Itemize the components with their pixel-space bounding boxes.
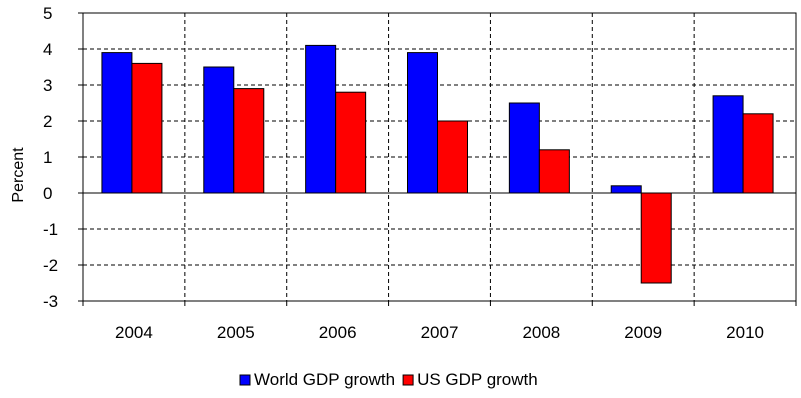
x-tick-label: 2006 [319,323,357,342]
axes [78,12,797,306]
bar-us-2005 [233,88,265,194]
bar-us-2007 [437,120,468,194]
bar-world-2010 [712,95,744,194]
x-tick-label: 2009 [624,323,662,342]
x-tick-label: 2004 [115,323,153,342]
bar-us-2008 [538,149,570,194]
legend: World GDP growth US GDP growth [239,370,538,389]
bar-world-2007 [407,52,438,194]
bar-us-2006 [335,91,367,194]
y-axis-label: Percent [10,147,27,203]
y-tick-label: 0 [43,184,52,203]
bar-world-2006 [305,44,337,194]
bar-world-2005 [203,66,235,194]
x-tick-label: 2007 [421,323,459,342]
x-tick-label: 2005 [217,323,255,342]
y-tick-label: -2 [43,256,58,275]
legend-label-world: World GDP growth [254,370,395,389]
bar-us-2010 [742,113,774,194]
legend-label-us: US GDP growth [417,370,538,389]
bar-world-2008 [508,102,540,194]
x-tick-labels: 2004 2005 2006 2007 2008 2009 2010 [115,323,764,342]
y-tick-label: 1 [43,148,52,167]
bar-us-2009 [640,192,672,284]
y-tick-label: 2 [43,112,52,131]
y-tick-label: 3 [43,76,52,95]
bars [101,44,774,284]
legend-swatch-world [239,374,251,386]
bar-world-2009 [610,185,642,194]
x-tick-label: 2008 [522,323,560,342]
bar-world-2004 [101,52,133,194]
y-tick-labels: -3 -2 -1 0 1 2 3 4 5 [43,4,58,311]
x-tick-label: 2010 [726,323,764,342]
legend-swatch-us [402,374,414,386]
y-tick-label: 5 [43,4,52,23]
bar-us-2004 [131,62,163,194]
y-tick-label: -1 [43,220,58,239]
y-tick-label: -3 [43,292,58,311]
y-tick-label: 4 [43,40,52,59]
